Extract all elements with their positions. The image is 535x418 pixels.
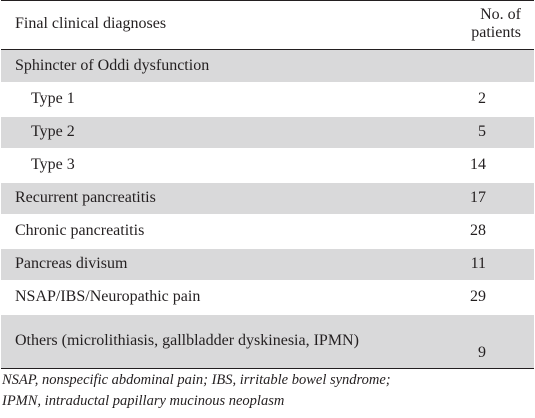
diagnosis-cell: NSAP/IBS/Neuropathic pain <box>1 280 431 315</box>
diagnosis-cell: Pancreas divisum <box>1 247 431 282</box>
patient-count-cell: 29 <box>431 280 534 315</box>
table-row-others: Others (microlithiasis, gallbladder dysk… <box>1 313 534 369</box>
patient-count-cell: 9 <box>431 313 534 369</box>
footnote-line-1: NSAP, nonspecific abdominal pain; IBS, i… <box>2 372 391 388</box>
diagnosis-cell: Type 3 <box>1 148 431 183</box>
patient-count-cell: 2 <box>431 82 534 117</box>
diagnosis-cell: Type 2 <box>1 115 431 150</box>
diagnosis-cell: Recurrent pancreatitis <box>1 181 431 216</box>
table-row-nsap-ibs-neuropathic: NSAP/IBS/Neuropathic pain 29 <box>1 280 534 315</box>
patient-count-cell: 17 <box>431 181 534 216</box>
patient-count-cell <box>431 49 534 84</box>
header-final-clinical-diagnoses: Final clinical diagnoses <box>1 0 431 50</box>
diagnosis-cell: Chronic pancreatitis <box>1 214 431 249</box>
table-row-chronic-pancreatitis: Chronic pancreatitis 28 <box>1 214 534 249</box>
footnote-line-2: IPMN, intraductal papillary mucinous neo… <box>2 393 285 409</box>
diagnosis-cell: Others (microlithiasis, gallbladder dysk… <box>1 313 431 369</box>
table-row-pancreas-divisum: Pancreas divisum 11 <box>1 247 534 282</box>
table-row-type-1: Type 1 2 <box>1 82 534 117</box>
patient-count-cell: 28 <box>431 214 534 249</box>
table-row-type-2: Type 2 5 <box>1 115 534 150</box>
patient-count-cell: 11 <box>431 247 534 282</box>
patient-count-cell: 5 <box>431 115 534 150</box>
table-header-row: Final clinical diagnoses No. of patients <box>1 0 534 50</box>
diagnosis-cell: Type 1 <box>1 82 431 117</box>
table-row-recurrent-pancreatitis: Recurrent pancreatitis 17 <box>1 181 534 216</box>
table-row-type-3: Type 3 14 <box>1 148 534 183</box>
table-footnote: NSAP, nonspecific abdominal pain; IBS, i… <box>1 369 534 412</box>
header-number-of-patients: No. of patients <box>431 0 534 50</box>
patient-count-cell: 14 <box>431 148 534 183</box>
diagnosis-cell: Sphincter of Oddi dysfunction <box>1 49 431 84</box>
diagnoses-table: Final clinical diagnoses No. of patients… <box>1 0 534 369</box>
table-row-sphincter-of-oddi: Sphincter of Oddi dysfunction <box>1 49 534 84</box>
